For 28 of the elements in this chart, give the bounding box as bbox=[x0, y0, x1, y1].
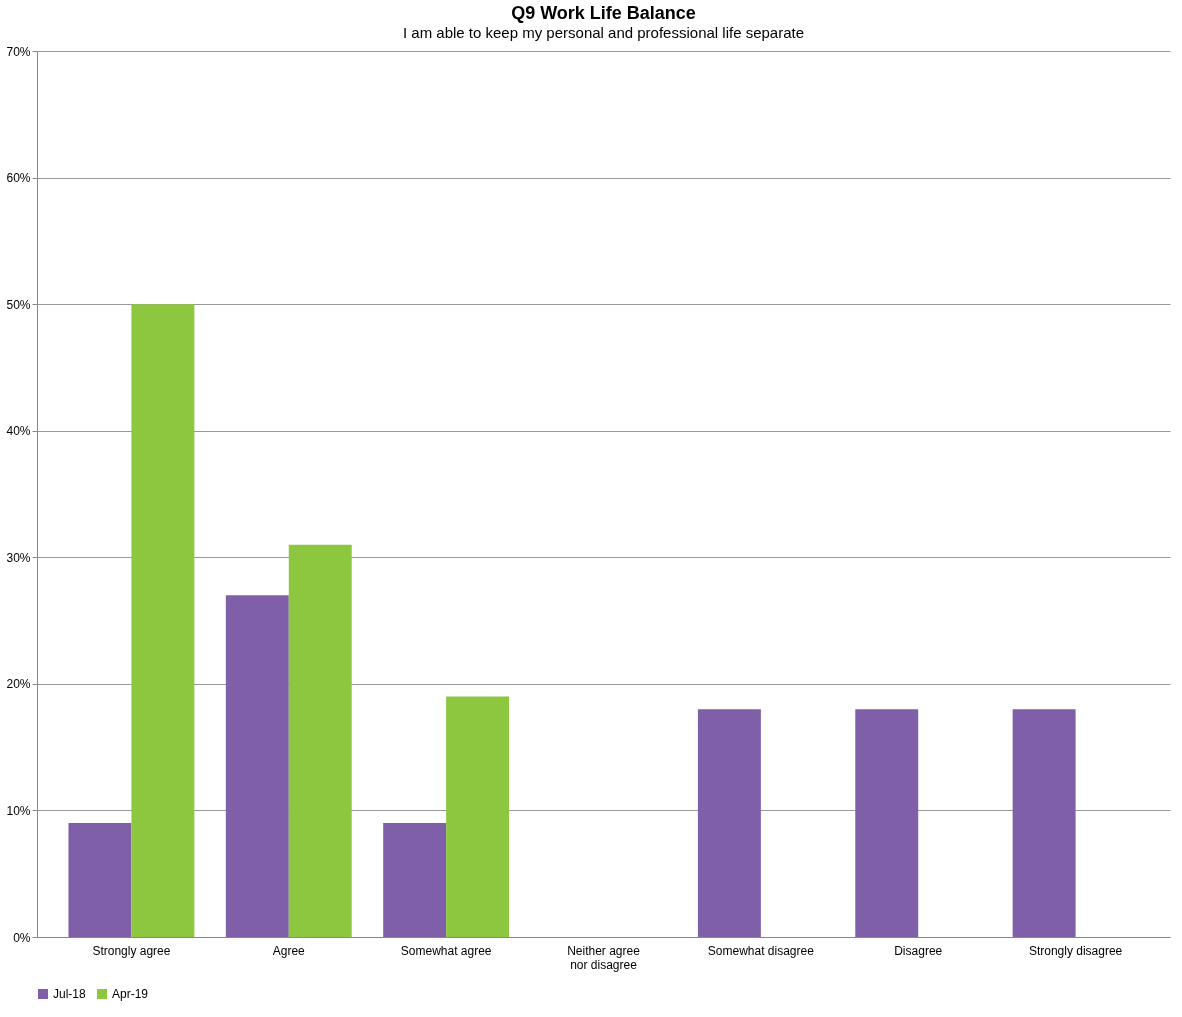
bar bbox=[446, 696, 510, 937]
x-tick-label: Disagree bbox=[894, 943, 943, 958]
x-tick-label: Somewhat agree bbox=[400, 943, 492, 958]
y-tick-label: 70% bbox=[6, 44, 31, 59]
bar bbox=[855, 709, 919, 937]
bar bbox=[697, 709, 761, 937]
bar bbox=[288, 544, 352, 937]
bar bbox=[225, 595, 289, 937]
y-tick-label: 20% bbox=[6, 677, 31, 692]
x-tick-label: Neither agree nor disagree bbox=[567, 943, 641, 972]
y-tick-label: 10% bbox=[6, 803, 31, 818]
y-tick-label: 0% bbox=[13, 930, 31, 945]
bar bbox=[383, 823, 447, 937]
bar bbox=[68, 823, 132, 937]
legend-label: Apr-19 bbox=[112, 987, 149, 1001]
chart-title: Q9 Work Life Balance bbox=[511, 3, 696, 23]
x-tick-label: Strongly agree bbox=[92, 943, 171, 958]
legend-label: Jul-18 bbox=[53, 987, 87, 1001]
x-tick-label: Somewhat disagree bbox=[707, 943, 815, 958]
y-tick-label: 40% bbox=[6, 424, 31, 439]
bar bbox=[1012, 709, 1076, 937]
x-tick-label: Agree bbox=[272, 943, 306, 958]
y-tick-label: 30% bbox=[6, 550, 31, 565]
bar bbox=[131, 304, 195, 937]
y-tick-label: 60% bbox=[6, 171, 31, 186]
y-tick-label: 50% bbox=[6, 297, 31, 312]
chart-subtitle: I am able to keep my personal and professional life separate bbox=[402, 24, 805, 41]
x-tick-label: Strongly disagree bbox=[1028, 943, 1123, 958]
